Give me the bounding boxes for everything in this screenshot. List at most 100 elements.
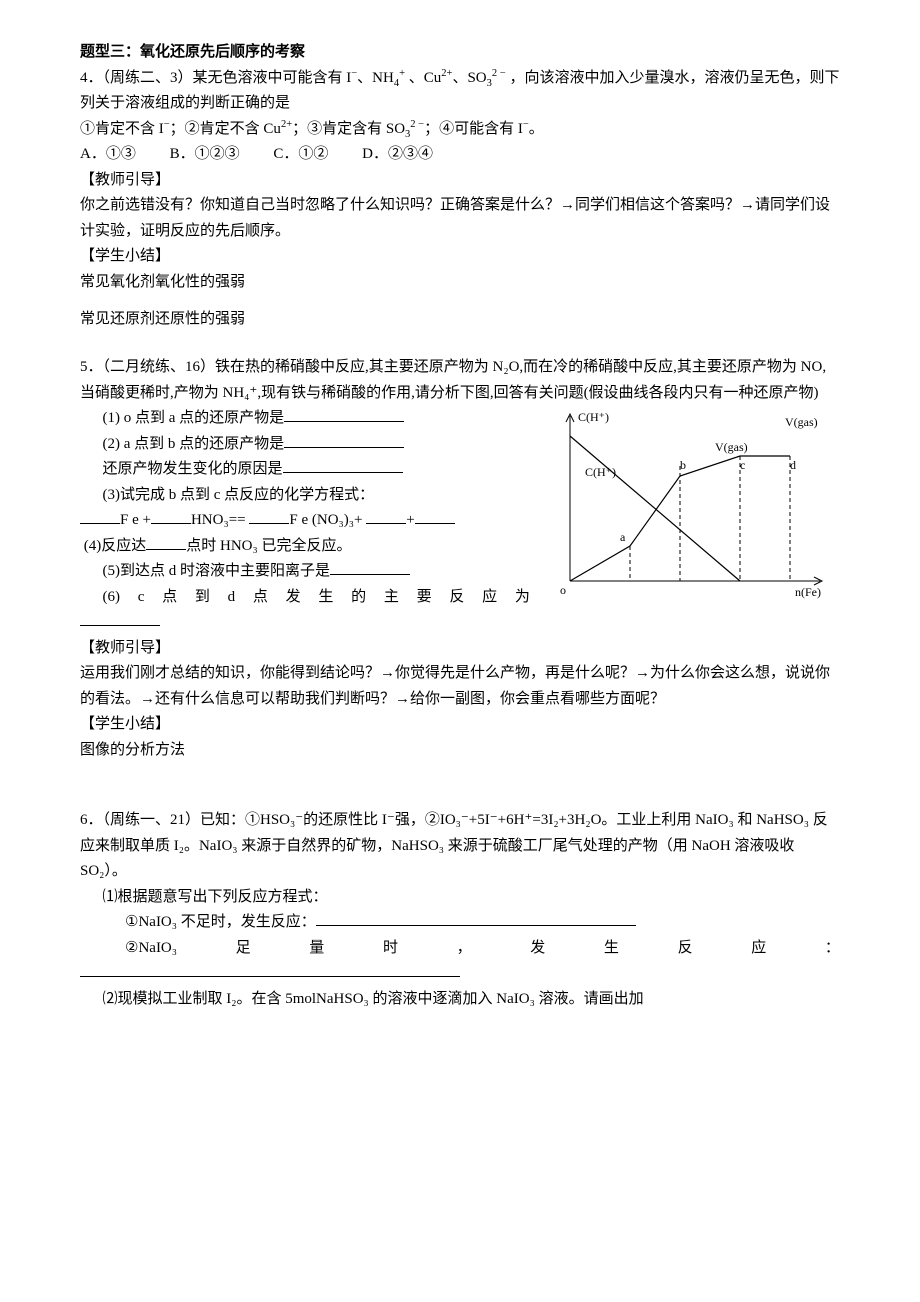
q6-stem: 6．（周练一、21）已知：①HSO₃⁻的还原性比 I⁻强，②IO₃⁻+5I⁻+6… [80, 808, 840, 885]
spread-char: 量 [309, 936, 324, 962]
q4-teacher-label: 【教师引导】 [80, 168, 840, 194]
q4-opt-b: B．①②③ [170, 146, 240, 162]
q5-p6: (6) c 点 到 d 点 发 生 的 主 要 反 应 为 [103, 585, 531, 611]
spread-char: 应 [482, 585, 497, 611]
q6-p1a-text: ①NaIO₃ 不足时，发生反应： [125, 914, 316, 930]
blank [284, 406, 404, 422]
q5-p1: (1) o 点到 a 点的还原产物是 [103, 406, 531, 432]
chart-y-left-label: C(H⁺) [578, 410, 609, 424]
q4-opt-c: C．①② [273, 146, 328, 162]
spread-char: 点 [162, 585, 177, 611]
q6-p2: ⑵现模拟工业制取 I₂。在含 5molNaHSO₃ 的溶液中逐滴加入 NaIO₃… [103, 987, 841, 1013]
spread-char: 生 [604, 936, 619, 962]
q5-chart: C(H⁺) V(gas) C(H⁺) V(gas) a b c d o n(Fe… [540, 406, 840, 606]
blank [316, 910, 636, 926]
q5-p2-text: (2) a 点到 b 点的还原产物是 [103, 436, 285, 452]
q5-p3: (3)试完成 b 点到 c 点反应的化学方程式： [103, 483, 531, 509]
spread-char: ： [825, 936, 840, 962]
blank [80, 610, 160, 626]
chart-point-c: c [740, 458, 745, 472]
q5-student-label: 【学生小结】 [80, 712, 840, 738]
spread-char: 点 [253, 585, 268, 611]
spread-char: ， [457, 936, 472, 962]
q4-conditions: ①肯定不含 I−；②肯定不含 Cu2+；③肯定含有 SO32 −；④可能含有 I… [80, 117, 840, 143]
spread-char: 为 [515, 585, 530, 611]
spread-char: ②NaIO₃ [125, 936, 177, 962]
spread-char: 发 [530, 936, 545, 962]
q5-student-line1: 图像的分析方法 [80, 738, 840, 764]
q5-p2b: 还原产物发生变化的原因是 [103, 457, 531, 483]
q5-p5: (5)到达点 d 时溶液中主要阳离子是 [103, 559, 531, 585]
q4-cond-3: ；③肯定含有 SO [292, 121, 405, 137]
blank [415, 508, 455, 524]
chart-x-label: n(Fe) [795, 585, 821, 599]
section-heading: 题型三：氧化还原先后顺序的考察 [80, 40, 840, 66]
spread-char: 发 [286, 585, 301, 611]
q4-cond-4: ；④可能含有 I [424, 121, 523, 137]
q5-stem: 5．（二月统练、16）铁在热的稀硝酸中反应,其主要还原产物为 N₂O,而在冷的稀… [80, 355, 840, 406]
q5-teacher-label: 【教师引导】 [80, 636, 840, 662]
q6-p1b: ②NaIO₃ 足 量 时 ， 发 生 反 应 ： [125, 936, 840, 962]
q5-p4-text: (4)反应达 [84, 538, 147, 554]
q5-subquestions: (1) o 点到 a 点的还原产物是 (2) a 点到 b 点的还原产物是 还原… [80, 406, 530, 636]
q5-p2: (2) a 点到 b 点的还原产物是 [103, 432, 531, 458]
q5-p5-text: (5)到达点 d 时溶液中主要阳离子是 [103, 563, 331, 579]
q4-cond-5: 。 [529, 121, 544, 137]
q5-p4b-text: 点时 HNO₃ 已完全反应。 [186, 538, 351, 554]
chart-svg: C(H⁺) V(gas) C(H⁺) V(gas) a b c d o n(Fe… [540, 406, 840, 606]
q4-teacher-text: 你之前选错没有？你知道自己当时忽略了什么知识吗？正确答案是什么？→同学们相信这个… [80, 193, 840, 244]
blank [151, 508, 191, 524]
spread-char: c [138, 585, 145, 611]
blank [80, 961, 460, 977]
q4-stem-a: 4．（周练二、3）某无色溶液中可能含有 I [80, 70, 351, 86]
blank [330, 559, 410, 575]
spread-char: 时 [383, 936, 398, 962]
blank [366, 508, 406, 524]
q6-p1a: ①NaIO₃ 不足时，发生反应： [125, 910, 840, 936]
q5-eq-a: F e + [120, 512, 151, 528]
q6-p1: ⑴根据题意写出下列反应方程式： [103, 885, 841, 911]
q5-p6-blank [80, 610, 530, 636]
q5-eq-b: HNO₃== [191, 512, 246, 528]
blank [284, 432, 404, 448]
spread-char: 的 [351, 585, 366, 611]
spread-char: 到 [195, 585, 210, 611]
chart-y-right-label: V(gas) [785, 415, 818, 429]
q4-cond-2: ；②肯定不含 Cu [170, 121, 281, 137]
q4-stem-b: 、NH [357, 70, 394, 86]
q4-options: A．①③ B．①②③ C．①② D．②③④ [80, 142, 840, 168]
q5-p2b-text: 还原产物发生变化的原因是 [103, 461, 283, 477]
q5-equation: F e + HNO₃== F e (NO₃)₃+ + [80, 508, 530, 534]
q4-student-label: 【学生小结】 [80, 244, 840, 270]
chart-point-d: d [790, 458, 796, 472]
q6-p1b-blank [80, 961, 840, 987]
q4-student-line1: 常见氧化剂氧化性的强弱 [80, 270, 840, 296]
chart-gas-label: V(gas) [715, 440, 748, 454]
q5-eq-c: F e (NO₃)₃+ [289, 512, 362, 528]
q4-stem-d: 、SO [452, 70, 486, 86]
spread-char: 主 [384, 585, 399, 611]
spread-char: (6) [103, 585, 121, 611]
chart-point-a: a [620, 530, 626, 544]
q5-teacher-text: 运用我们刚才总结的知识，你能得到结论吗？→你觉得先是什么产物，再是什么呢？→为什… [80, 661, 840, 712]
q5-p1-text: (1) o 点到 a 点的还原产物是 [103, 410, 285, 426]
q4-opt-a: A．①③ [80, 146, 136, 162]
blank [80, 508, 120, 524]
chart-point-b: b [680, 458, 686, 472]
q5-eq-d: + [406, 512, 414, 528]
q4-student-line2: 常见还原剂还原性的强弱 [80, 307, 840, 333]
spread-char: 足 [236, 936, 251, 962]
blank [146, 534, 186, 550]
spread-char: d [228, 585, 236, 611]
blank [283, 457, 403, 473]
q4-opt-d: D．②③④ [362, 146, 433, 162]
chart-curve-label: C(H⁺) [585, 465, 616, 479]
chart-origin: o [560, 583, 566, 597]
spread-char: 应 [751, 936, 766, 962]
spread-char: 要 [417, 585, 432, 611]
q4-stem: 4．（周练二、3）某无色溶液中可能含有 I−、NH4+ 、Cu2+、SO32 −… [80, 66, 840, 117]
spread-char: 反 [449, 585, 464, 611]
spread-char: 生 [318, 585, 333, 611]
blank [249, 508, 289, 524]
q4-cond-1: ①肯定不含 I [80, 121, 164, 137]
